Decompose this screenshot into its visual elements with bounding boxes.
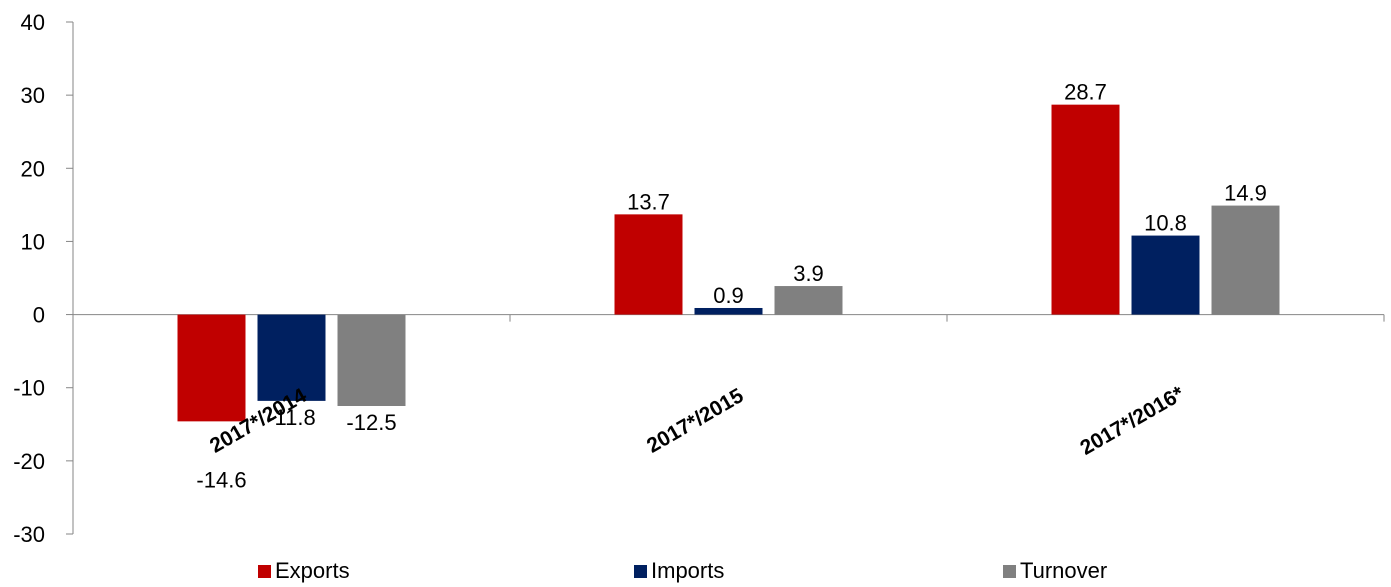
y-tick-label: 20	[21, 156, 45, 181]
legend-item-imports: Imports	[634, 558, 724, 584]
bar-exports	[177, 314, 246, 422]
bar-chart: 40 30 20 10 0 -10 -20 -30 -14.6 -11.8 -12.5 2017*/…	[13, 10, 1385, 547]
bar-exports	[1051, 104, 1120, 315]
y-tick-label: -30	[13, 522, 45, 547]
y-tick-label: 0	[33, 303, 45, 328]
legend-label-turnover: Turnover	[1020, 558, 1108, 583]
y-tick-label: -10	[13, 376, 45, 401]
legend-swatch-turnover	[1003, 564, 1016, 578]
legend-label-imports: Imports	[651, 558, 725, 583]
data-label: 0.9	[713, 283, 744, 308]
legend: Exports Imports Turnover	[0, 558, 1391, 584]
legend-label-exports: Exports	[275, 558, 350, 583]
y-tick-label: -20	[13, 449, 45, 474]
data-label: 28.7	[1064, 80, 1107, 105]
bars	[177, 104, 1280, 422]
data-label: 10.8	[1144, 211, 1187, 236]
bar-turnover	[337, 314, 406, 406]
legend-swatch-exports	[258, 564, 271, 578]
data-label: -11.8	[267, 405, 316, 430]
y-tick-label: 30	[21, 83, 45, 108]
y-tick-label: 40	[21, 10, 45, 35]
legend-item-exports: Exports	[258, 558, 350, 584]
bar-imports	[1131, 235, 1200, 315]
data-label: 3.9	[793, 261, 824, 286]
x-tick-label: 2017*/2015	[643, 384, 748, 458]
bar-imports	[257, 314, 326, 401]
x-tick-label: 2017*/2016*	[1076, 382, 1188, 460]
legend-swatch-imports	[634, 564, 647, 578]
data-label: 14.9	[1224, 181, 1267, 206]
bar-exports	[614, 214, 683, 315]
data-label: 13.7	[627, 189, 670, 214]
bar-imports	[694, 307, 763, 315]
bar-turnover	[774, 286, 843, 315]
data-label: -14.6	[196, 467, 246, 492]
bar-turnover	[1211, 205, 1280, 315]
y-tick-label: 10	[21, 229, 45, 254]
legend-item-turnover: Turnover	[1003, 558, 1107, 584]
data-label: -12.5	[346, 410, 396, 435]
